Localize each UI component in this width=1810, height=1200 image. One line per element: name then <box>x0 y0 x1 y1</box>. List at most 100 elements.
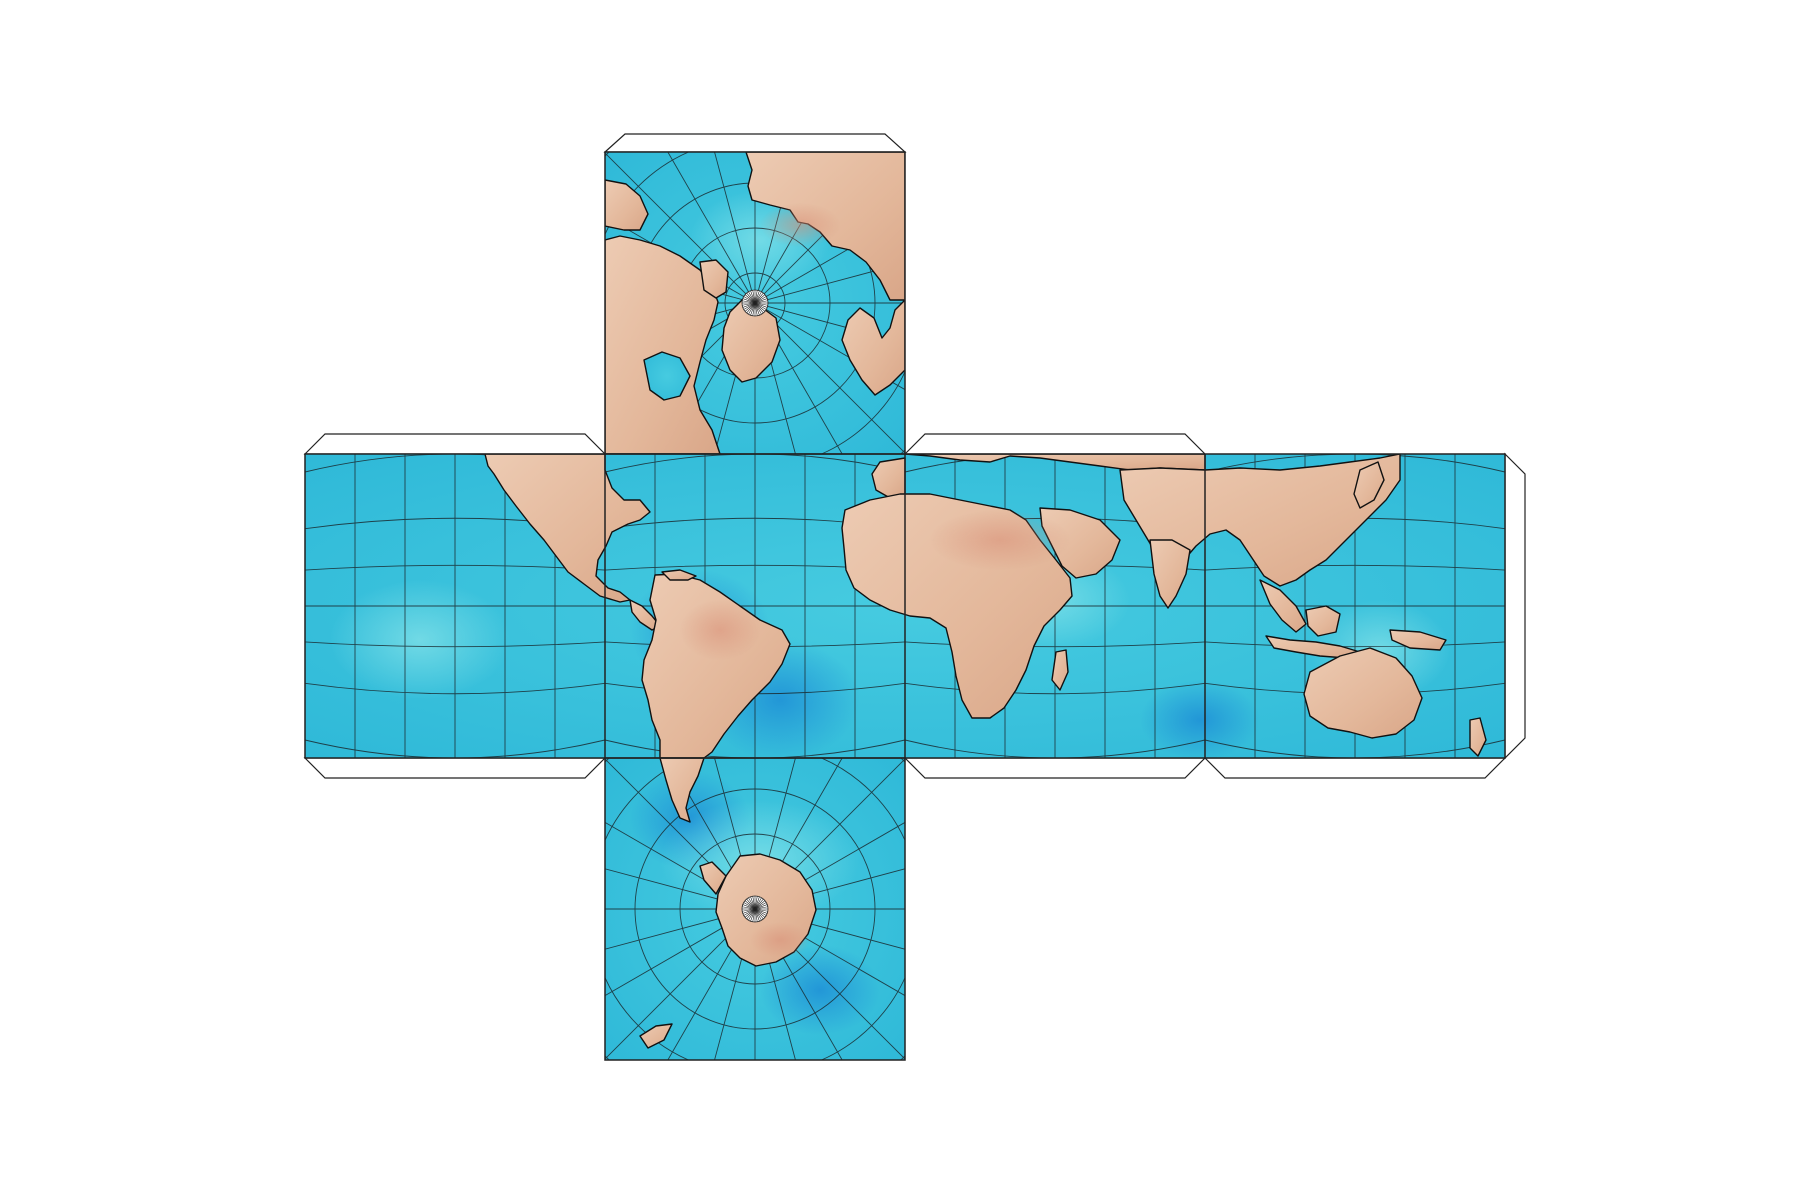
pole-ray <box>742 906 756 910</box>
pole-markers <box>741 289 769 923</box>
face-south <box>604 757 906 1061</box>
japan <box>1353 461 1385 509</box>
antarctic-peninsula <box>699 861 727 895</box>
pole-ray <box>743 296 756 304</box>
pole-ray <box>754 896 758 910</box>
pole-ray <box>748 897 756 910</box>
pole-ray <box>744 302 756 312</box>
face-borders <box>304 151 1506 1061</box>
pole-ray <box>742 298 756 304</box>
pole-ray <box>754 296 767 304</box>
meridian-line <box>759 311 843 454</box>
pole-ray <box>744 294 756 304</box>
pole-ray <box>754 897 762 910</box>
north-america-arctic <box>605 235 721 454</box>
pole-ray <box>754 900 766 910</box>
pole-ray <box>750 290 756 304</box>
pole-ray <box>754 298 768 304</box>
pole-ray <box>754 302 764 314</box>
pole-ray <box>748 291 756 304</box>
pole-ray <box>743 902 756 910</box>
glue-tab <box>903 757 1207 779</box>
north-america <box>484 454 651 603</box>
pole-ray <box>754 302 767 310</box>
pole-ray <box>742 300 756 304</box>
pole-ray <box>754 906 768 910</box>
glue-tab <box>303 433 607 455</box>
pole-ray <box>752 908 756 922</box>
pole-ray <box>754 300 768 304</box>
pole-ray <box>754 302 762 315</box>
meridian-line <box>605 868 746 907</box>
pole-ray <box>752 290 756 304</box>
madagascar <box>1051 649 1069 691</box>
glue-tab <box>1203 757 1507 779</box>
pole-ray <box>743 302 756 310</box>
meridian-line <box>761 309 905 454</box>
pole-ray <box>754 898 764 910</box>
pole-ray <box>742 904 756 910</box>
parallel-line <box>304 641 606 648</box>
glue-tab <box>303 757 607 779</box>
pole-ray <box>748 302 756 315</box>
pole-ray <box>754 290 760 304</box>
pole-ray <box>746 292 756 304</box>
australia <box>1303 647 1423 739</box>
meridian-line <box>714 152 753 294</box>
parallel-line <box>1204 564 1506 571</box>
pole-ray <box>754 904 768 910</box>
greenland <box>721 299 781 383</box>
glue-tab <box>903 433 1207 455</box>
pole-ray <box>746 898 756 910</box>
meridian-line <box>605 911 746 950</box>
pole-ray <box>750 908 756 922</box>
pole-ray <box>754 302 768 306</box>
pole-ray <box>754 908 764 920</box>
land-shading <box>680 203 1070 958</box>
baffin-island <box>699 259 729 299</box>
pole-ray <box>754 292 764 304</box>
pole-ray <box>754 908 768 914</box>
pole-ray <box>742 302 756 308</box>
pole-ray <box>744 908 756 918</box>
pole-ray <box>754 908 758 922</box>
glue-tab <box>603 133 907 153</box>
pole-ray <box>752 896 756 910</box>
pole-ray <box>754 902 767 910</box>
pole-ray <box>754 302 768 308</box>
pole-ray <box>754 302 766 312</box>
hudson-bay-shore <box>643 351 691 401</box>
pole-ray <box>754 908 767 916</box>
pole-ray <box>754 908 766 918</box>
glue-tab <box>1504 452 1526 760</box>
pole-ray <box>743 908 756 916</box>
pole-ray <box>746 908 756 920</box>
new-zealand <box>1469 717 1487 757</box>
parallel-line <box>304 682 606 695</box>
alaska <box>605 179 649 231</box>
south-america-tip <box>659 758 705 823</box>
pole-ray <box>754 908 762 921</box>
scandinavia <box>841 299 905 396</box>
pole-ray <box>742 908 756 912</box>
meridian-line <box>667 917 751 1060</box>
pole-ray <box>750 896 756 910</box>
caribbean-islands <box>661 569 697 581</box>
southeast-asia <box>1259 579 1307 633</box>
pole-ray <box>754 896 760 910</box>
pole-ray <box>754 290 758 304</box>
pole-ray <box>748 908 756 921</box>
pole-ray <box>752 302 756 316</box>
borneo <box>1305 605 1341 637</box>
parallel-line <box>904 682 1206 695</box>
parallel-line <box>904 641 1206 648</box>
meridian-line <box>667 152 751 295</box>
pole-ray <box>742 908 756 914</box>
pole-ray <box>750 302 756 316</box>
pole-ray <box>744 900 756 910</box>
meridian-line <box>605 913 747 997</box>
meridian-line <box>605 915 749 1060</box>
india <box>1149 539 1191 609</box>
